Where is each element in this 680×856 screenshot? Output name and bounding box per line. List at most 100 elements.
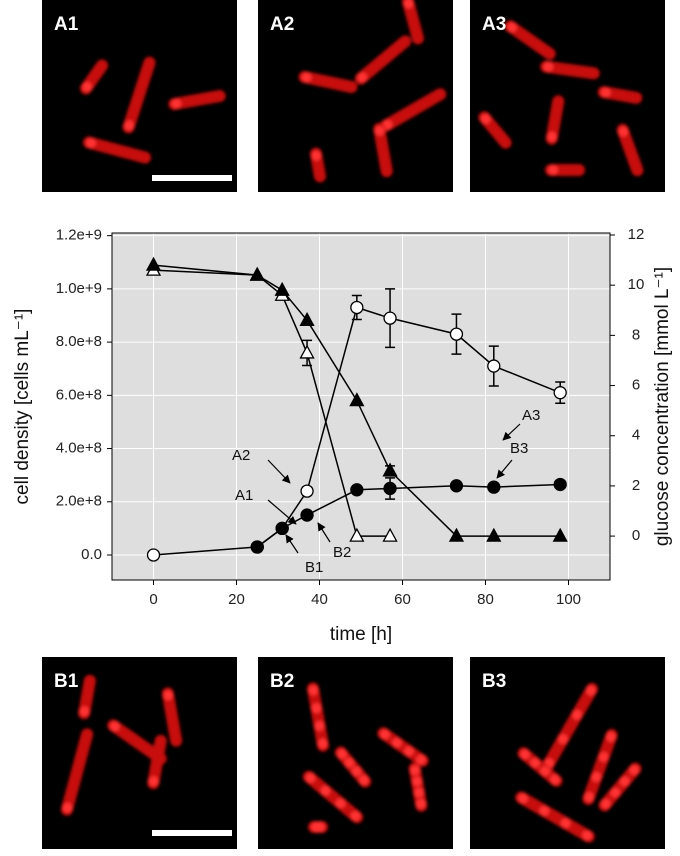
marker (553, 477, 567, 492)
spot (391, 737, 402, 748)
spot (410, 765, 421, 776)
x-tick-label: 0 (149, 591, 157, 608)
cell (298, 71, 358, 93)
marker (349, 392, 365, 407)
spot (598, 751, 609, 762)
y2-tick-label: 0 (632, 527, 640, 544)
annotation-arrow (267, 459, 291, 484)
x-tick-label: 20 (228, 591, 245, 608)
spot (379, 729, 390, 740)
marker (553, 386, 567, 400)
marker (349, 527, 365, 542)
spot (82, 81, 93, 92)
spot (314, 720, 325, 731)
spot (605, 731, 616, 742)
marker (299, 311, 315, 326)
y-tick-label: 0.0 (81, 546, 102, 563)
spot (124, 120, 135, 131)
y2-tick-label: 12 (628, 226, 645, 243)
spot (62, 802, 73, 813)
cell (379, 88, 447, 132)
spot (539, 805, 550, 816)
y2-tick-label: 2 (632, 477, 640, 494)
spot (506, 22, 517, 33)
spot (415, 798, 426, 809)
marker (274, 281, 290, 296)
spot (584, 792, 595, 803)
y-tick-label: 6.0e+8 (56, 386, 102, 403)
cells (302, 682, 429, 833)
spot (311, 150, 322, 161)
spot (315, 822, 325, 832)
y2-tick-label: 8 (632, 326, 640, 343)
cell (302, 770, 364, 824)
annotation-arrow (502, 423, 521, 441)
y-axis-label: cell density [cells mL⁻¹] (12, 309, 33, 505)
spot (311, 703, 322, 714)
spot (85, 138, 96, 149)
spot (600, 87, 611, 98)
spot (549, 774, 560, 785)
spot (317, 738, 328, 749)
spot (358, 775, 369, 786)
plot-frame (111, 232, 611, 581)
marker (486, 527, 502, 542)
spot (413, 787, 424, 798)
annotation: A2 (232, 447, 250, 464)
spot (320, 785, 331, 796)
spot (558, 734, 568, 745)
y-tick-label: 1.0e+9 (56, 280, 102, 297)
y-tick-label: 8.0e+8 (56, 333, 102, 350)
cell (373, 122, 393, 178)
marker (145, 256, 162, 271)
annotation-arrow (496, 459, 513, 479)
scale-bar (152, 175, 232, 181)
spot (416, 754, 427, 765)
annotation: A3 (522, 407, 540, 424)
spot (79, 706, 90, 717)
spot (629, 765, 640, 776)
annotation-arrow (267, 499, 297, 525)
plot-area (112, 233, 610, 580)
panel-label: A2 (270, 14, 294, 35)
panel-label: B3 (482, 671, 506, 692)
spot (412, 776, 423, 787)
spot (539, 766, 550, 777)
marker (275, 521, 289, 536)
cells (60, 674, 183, 816)
cell (542, 682, 598, 772)
spot (480, 113, 491, 124)
marker (300, 484, 314, 498)
cell (515, 791, 595, 843)
series-line (153, 269, 391, 537)
marker (299, 344, 315, 359)
spot (520, 749, 531, 760)
x-tick-label: 40 (311, 591, 328, 608)
spot (171, 98, 182, 109)
spot (344, 757, 355, 768)
spot (591, 772, 602, 783)
spot (357, 72, 368, 83)
marker (350, 483, 364, 497)
marker (448, 527, 465, 542)
y2-tick-label: 4 (632, 427, 640, 444)
annotation: B2 (333, 544, 351, 561)
spot (530, 757, 541, 768)
spot (109, 721, 120, 732)
annotation: B3 (510, 440, 528, 457)
cell (60, 728, 94, 816)
chart: 0 20 40 60 80 1000.02.0e+84.0e+86.0e+88.0e+81… (12, 226, 673, 645)
panel-label: B2 (270, 671, 294, 692)
cell (616, 123, 644, 177)
spot (403, 0, 414, 9)
marker (552, 527, 568, 542)
marker (250, 540, 264, 554)
marker (487, 480, 501, 494)
cell (598, 762, 642, 812)
y2-tick-label: 6 (632, 377, 640, 394)
marker (146, 548, 161, 562)
panel-label: B1 (54, 671, 79, 692)
spot (586, 685, 596, 696)
scale-bar (152, 830, 232, 836)
cell (107, 719, 167, 765)
